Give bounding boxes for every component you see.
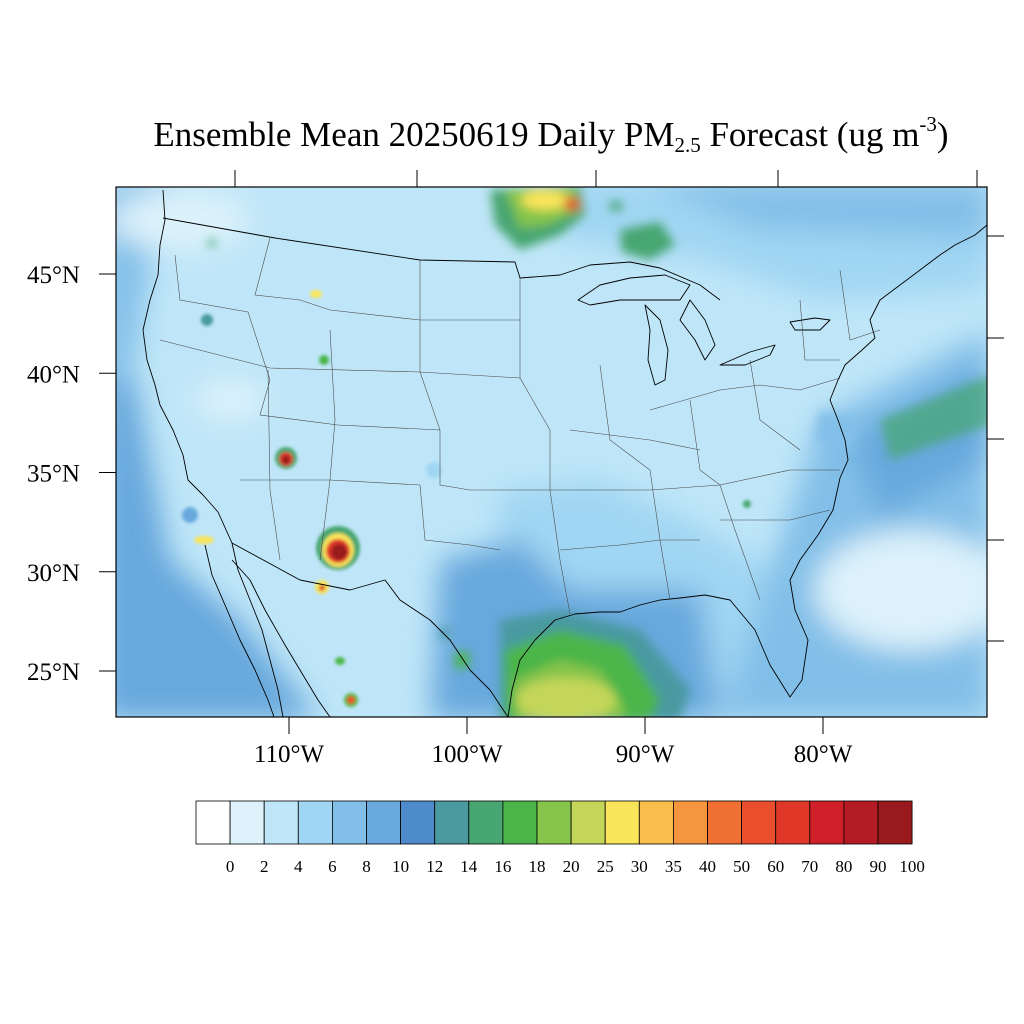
colorbar-label: 30 <box>631 857 648 876</box>
mexico-border <box>231 542 509 717</box>
colorbar-swatch <box>331 800 367 845</box>
colorbar-label: 2 <box>260 857 269 876</box>
boundaries <box>142 189 987 717</box>
colorbar-label: 4 <box>294 857 303 876</box>
lake-michigan <box>644 304 669 386</box>
colorbar-swatch <box>263 800 299 845</box>
colorbar-label: 10 <box>392 857 409 876</box>
axis-ticks <box>99 170 1004 734</box>
colorbar: 0 2 4 6 8 10 12 14 16 18 20 25 30 35 40 50 60 70 80 90 100 <box>195 800 925 876</box>
field-fire-hotspots <box>182 290 751 707</box>
colorbar-swatch <box>366 800 401 845</box>
colorbar-label: 8 <box>362 857 371 876</box>
colorbar-label: 18 <box>529 857 546 876</box>
colorbar-swatch <box>638 800 674 845</box>
colorbar-swatch <box>468 800 504 845</box>
colorbar-swatch <box>877 800 913 845</box>
colorbar-label: 16 <box>494 857 511 876</box>
colorbar-swatch <box>229 800 265 845</box>
title-suffix: ) <box>936 115 949 154</box>
colorbar-label: 12 <box>426 857 443 876</box>
lon-tick-label: 100°W <box>431 741 502 768</box>
canada-border <box>162 217 721 301</box>
colorbar-label: 100 <box>899 857 925 876</box>
colorbar-swatch <box>195 800 231 845</box>
lon-tick-label: 80°W <box>794 741 853 768</box>
colorbar-label: 50 <box>733 857 750 876</box>
colorbar-swatch <box>843 800 879 845</box>
colorbar-swatch <box>570 800 606 845</box>
colorbar-label: 35 <box>665 857 682 876</box>
pacific-coastline <box>142 189 284 717</box>
lon-tick-label: 110°W <box>254 741 325 768</box>
colorbar-swatch <box>400 800 436 845</box>
colorbar-label: 0 <box>226 857 235 876</box>
colorbar-swatch <box>434 800 470 845</box>
colorbar-label: 70 <box>801 857 818 876</box>
lat-tick-label: 45°N <box>27 262 80 289</box>
colorbar-label: 14 <box>460 857 478 876</box>
colorbar-label: 6 <box>328 857 337 876</box>
title-subscript: 2.5 <box>674 133 701 157</box>
colorbar-swatch <box>502 800 538 845</box>
axis-labels: 110°W 100°W 90°W 80°W 45°N 40°N 35°N 30°N 25°N <box>27 262 853 768</box>
concentration-field <box>116 187 987 717</box>
field-gulf-plume <box>440 376 987 717</box>
colorbar-swatch <box>297 800 333 845</box>
colorbar-label: 90 <box>870 857 887 876</box>
lake-superior <box>577 274 691 306</box>
colorbar-swatch <box>809 800 845 845</box>
lat-tick-label: 30°N <box>27 560 80 587</box>
colorbar-label: 60 <box>767 857 784 876</box>
lake-erie <box>719 344 776 366</box>
atlantic-coastline <box>829 224 987 479</box>
colorbar-label: 80 <box>835 857 852 876</box>
gulf-coastline <box>507 477 841 717</box>
lake-ontario <box>789 317 831 331</box>
lon-tick-label: 90°W <box>616 741 675 768</box>
lat-tick-label: 40°N <box>27 361 80 388</box>
colorbar-swatch <box>536 800 572 845</box>
colorbar-swatch <box>604 800 640 845</box>
gulf-of-california <box>231 559 331 717</box>
colorbar-swatch <box>707 800 742 845</box>
colorbar-label: 25 <box>597 857 614 876</box>
colorbar-label: 20 <box>563 857 580 876</box>
state-lines <box>159 237 881 615</box>
colorbar-swatch <box>775 800 811 845</box>
title-text: Ensemble Mean 20250619 Daily PM <box>153 115 675 154</box>
map-title: Ensemble Mean 20250619 Daily PM2.5 Forec… <box>0 112 1024 158</box>
title-units: Forecast (ug m <box>700 115 920 154</box>
lat-tick-label: 25°N <box>27 659 80 686</box>
lake-huron <box>679 299 716 361</box>
colorbar-swatch <box>673 800 708 845</box>
colorbar-swatch <box>741 800 777 845</box>
map-frame <box>115 186 988 718</box>
colorbar-label: 40 <box>699 857 716 876</box>
field-canada-smoke <box>208 187 675 260</box>
baja-coast <box>204 544 275 717</box>
lat-tick-label: 35°N <box>27 461 80 488</box>
title-superscript: -3 <box>919 112 937 136</box>
